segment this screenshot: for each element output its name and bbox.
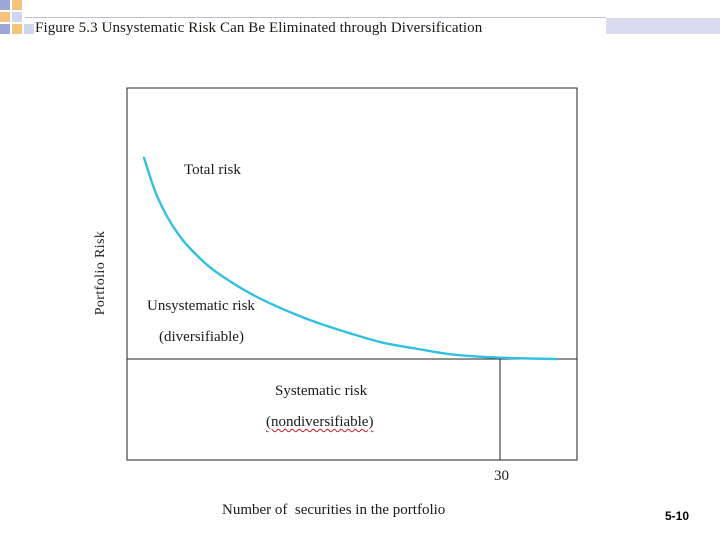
diversifiable-label: (diversifiable) [159, 329, 244, 345]
decor-square [0, 0, 10, 10]
systematic-risk-label: Systematic risk [275, 383, 368, 399]
decor-square [12, 0, 22, 10]
curve-point [251, 293, 254, 296]
curve-point [186, 244, 189, 247]
slide-number: 5-10 [665, 509, 690, 523]
unsystematic-risk-label: Unsystematic risk [147, 298, 255, 314]
curve-point [348, 332, 352, 335]
total-risk-label: Total risk [184, 162, 241, 178]
curve-point [207, 265, 211, 268]
decor-square [12, 24, 22, 34]
curve-point [381, 341, 384, 344]
curve-point [229, 280, 232, 283]
curve-point [511, 356, 514, 360]
curve-point [316, 321, 319, 324]
x-tick-label: 30 [494, 468, 509, 484]
nondiversifiable-label: (nondiversifiable) [266, 414, 374, 430]
header-rule [25, 17, 606, 18]
curve-point [142, 156, 146, 159]
curve-point [294, 313, 297, 316]
figure-title: Figure 5.3 Unsystematic Risk Can Be Elim… [35, 20, 483, 36]
curve-point [478, 355, 482, 358]
decor-square [0, 12, 10, 22]
curve-point [175, 230, 178, 233]
decor-square [0, 24, 10, 34]
plot-frame [126, 87, 578, 461]
y-axis-label: Portfolio Risk [93, 230, 108, 316]
curve-point [164, 212, 167, 216]
decor-square [12, 12, 22, 22]
x-axis-label: Number of securities in the portfolio [222, 502, 446, 518]
curve-point [446, 352, 449, 356]
decor-square [24, 24, 34, 34]
curve-point [554, 357, 558, 361]
curve-point [272, 304, 276, 307]
curve-point [413, 347, 417, 350]
header-band [606, 18, 720, 34]
total-risk-curve [142, 156, 558, 361]
curve-point [153, 189, 156, 192]
